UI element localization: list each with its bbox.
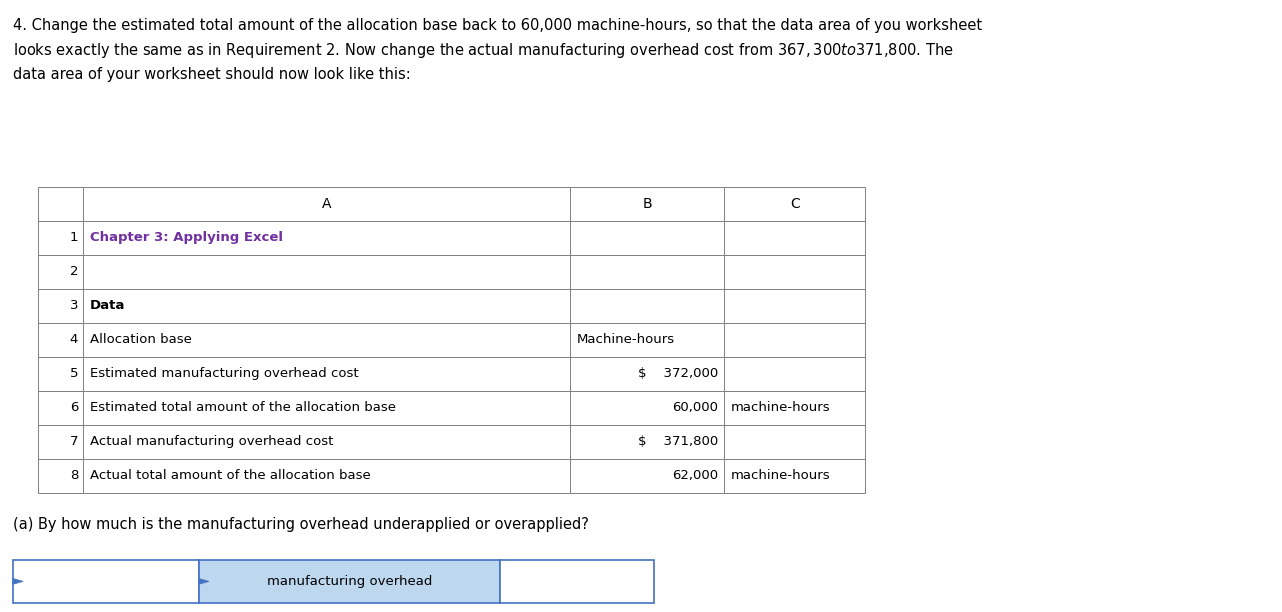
Text: Machine-hours: Machine-hours: [577, 333, 676, 346]
Text: Actual total amount of the allocation base: Actual total amount of the allocation ba…: [90, 469, 370, 482]
Bar: [38, 187, 83, 221]
Bar: [38, 458, 83, 493]
Text: A: A: [322, 196, 332, 211]
Text: $    372,000: $ 372,000: [637, 367, 718, 380]
Text: 62,000: 62,000: [672, 469, 718, 482]
Text: Allocation base: Allocation base: [90, 333, 191, 346]
Text: manufacturing overhead: manufacturing overhead: [267, 575, 432, 588]
Text: 2: 2: [69, 265, 78, 278]
Text: 8: 8: [69, 469, 78, 482]
Bar: [199, 560, 500, 603]
Bar: [570, 357, 724, 390]
Text: Actual manufacturing overhead cost: Actual manufacturing overhead cost: [90, 435, 333, 448]
Text: 6: 6: [69, 401, 78, 414]
Text: 4. Change the estimated total amount of the allocation base back to 60,000 machi: 4. Change the estimated total amount of …: [13, 18, 982, 81]
Text: Estimated manufacturing overhead cost: Estimated manufacturing overhead cost: [90, 367, 359, 380]
Text: 1: 1: [69, 231, 78, 244]
Bar: [724, 390, 865, 425]
Bar: [724, 458, 865, 493]
Bar: [500, 560, 654, 603]
Bar: [724, 323, 865, 357]
Bar: [570, 255, 724, 289]
Bar: [724, 357, 865, 390]
Text: 4: 4: [69, 333, 78, 346]
Bar: [83, 425, 570, 458]
Bar: [38, 255, 83, 289]
Bar: [38, 425, 83, 458]
Bar: [38, 323, 83, 357]
Bar: [570, 323, 724, 357]
Bar: [83, 289, 570, 323]
Bar: [570, 221, 724, 255]
Text: 7: 7: [69, 435, 78, 448]
Bar: [724, 255, 865, 289]
Bar: [570, 425, 724, 458]
Bar: [83, 357, 570, 390]
Text: (a) By how much is the manufacturing overhead underapplied or overapplied?: (a) By how much is the manufacturing ove…: [13, 517, 588, 532]
Text: 60,000: 60,000: [672, 401, 718, 414]
Text: Chapter 3: Applying Excel: Chapter 3: Applying Excel: [90, 231, 283, 244]
Bar: [83, 323, 570, 357]
Text: $    371,800: $ 371,800: [637, 435, 718, 448]
Bar: [83, 221, 570, 255]
Bar: [38, 357, 83, 390]
Bar: [83, 458, 570, 493]
Text: machine-hours: machine-hours: [731, 469, 831, 482]
Polygon shape: [13, 578, 23, 584]
Bar: [13, 560, 199, 603]
Text: C: C: [790, 196, 800, 211]
Bar: [724, 289, 865, 323]
Text: machine-hours: machine-hours: [731, 401, 831, 414]
Bar: [38, 289, 83, 323]
Text: Estimated total amount of the allocation base: Estimated total amount of the allocation…: [90, 401, 396, 414]
Bar: [724, 425, 865, 458]
Bar: [724, 221, 865, 255]
Text: 5: 5: [69, 367, 78, 380]
Bar: [570, 187, 724, 221]
Bar: [38, 390, 83, 425]
Bar: [83, 255, 570, 289]
Bar: [38, 221, 83, 255]
Bar: [570, 390, 724, 425]
Text: Data: Data: [90, 299, 126, 312]
Polygon shape: [199, 578, 209, 584]
Bar: [570, 458, 724, 493]
Bar: [83, 390, 570, 425]
Text: 3: 3: [69, 299, 78, 312]
Bar: [83, 187, 570, 221]
Bar: [724, 187, 865, 221]
Text: B: B: [642, 196, 653, 211]
Bar: [570, 289, 724, 323]
